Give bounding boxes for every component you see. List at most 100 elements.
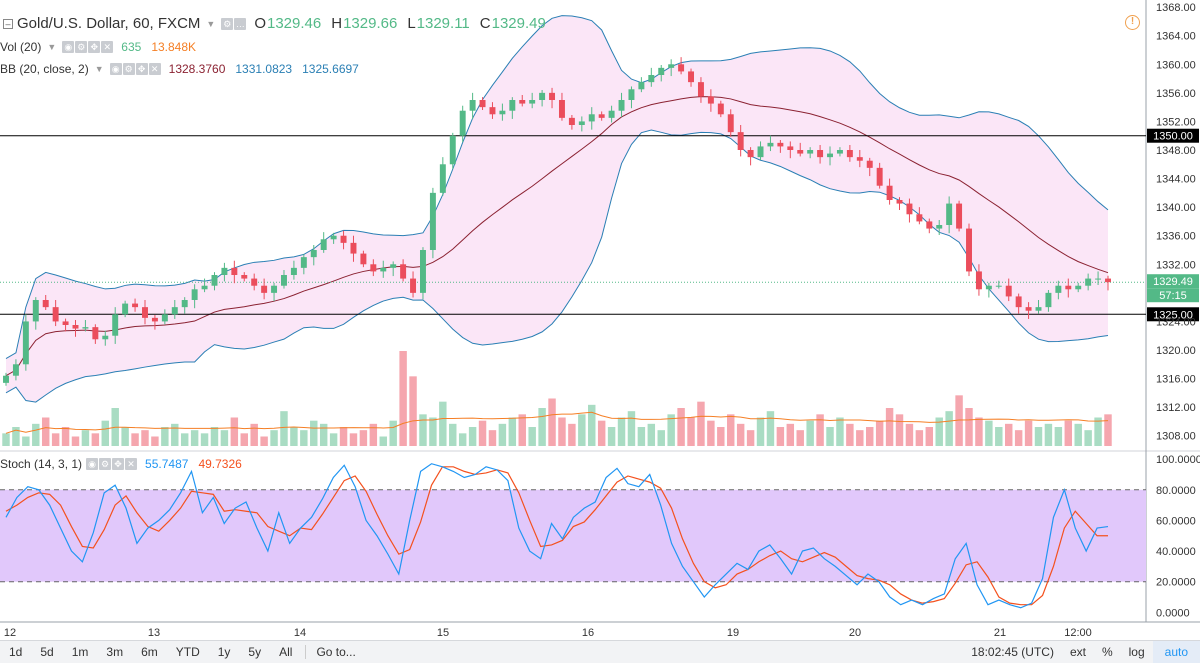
volume-bar xyxy=(409,376,417,446)
candle xyxy=(221,262,228,282)
candle xyxy=(271,282,278,302)
move-icon[interactable]: ✥ xyxy=(112,458,125,470)
candle-body xyxy=(628,89,635,100)
candle xyxy=(499,103,506,121)
candle-body xyxy=(499,110,506,115)
volume-legend: Vol (20) ▼ ◉ ⚙ ✥ ✕ 635 13.848K xyxy=(0,40,206,54)
candle-body xyxy=(1025,307,1032,311)
candle-body xyxy=(211,275,218,286)
symbol-title[interactable]: Gold/U.S. Dollar, 60, FXCM xyxy=(17,15,201,32)
bb-buttons: ◉ ⚙ ✥ ✕ xyxy=(109,63,161,75)
candle xyxy=(410,271,417,298)
move-icon[interactable]: ✥ xyxy=(88,41,101,53)
candle-body xyxy=(459,110,466,136)
remove-icon[interactable]: ✕ xyxy=(101,41,114,53)
settings-icon[interactable]: ⚙ xyxy=(99,458,112,470)
more-icon[interactable]: … xyxy=(234,17,247,30)
candle xyxy=(92,324,99,344)
price-chart[interactable]: 1350.001325.001308.001312.001316.001320.… xyxy=(0,0,1200,640)
range-ytd[interactable]: YTD xyxy=(175,645,200,659)
chevron-down-icon[interactable]: ▼ xyxy=(94,64,104,74)
stoch-tick-label: 100.0000 xyxy=(1156,454,1200,466)
candle xyxy=(866,157,873,177)
range-1d[interactable]: 1d xyxy=(9,645,23,659)
volume-bar xyxy=(379,436,387,446)
range-5y[interactable]: 5y xyxy=(248,645,262,659)
candle xyxy=(578,116,585,132)
volume-bar xyxy=(349,433,358,446)
remove-icon[interactable]: ✕ xyxy=(148,63,161,75)
stoch-d-line xyxy=(5,466,1108,606)
alert-icon[interactable]: ! xyxy=(1125,15,1140,30)
auto-toggle[interactable]: auto xyxy=(1152,641,1200,663)
move-icon[interactable]: ✥ xyxy=(135,63,148,75)
chevron-down-icon[interactable]: ▼ xyxy=(47,42,57,52)
volume-bar xyxy=(190,430,199,446)
goto-button[interactable]: Go to... xyxy=(305,645,365,659)
candle xyxy=(618,92,625,118)
range-5d[interactable]: 5d xyxy=(40,645,54,659)
candle-body xyxy=(330,235,337,240)
range-6m[interactable]: 6m xyxy=(141,645,158,659)
price-tick-label: 1336.00 xyxy=(1156,231,1196,243)
eye-icon[interactable]: ◉ xyxy=(109,63,122,75)
volume-bar xyxy=(270,430,278,446)
range-1m[interactable]: 1m xyxy=(71,645,89,659)
price-tick-label: 1348.00 xyxy=(1156,145,1196,157)
eye-icon[interactable]: ◉ xyxy=(86,458,99,470)
candle-body xyxy=(310,250,317,258)
candle xyxy=(1035,300,1042,314)
log-toggle[interactable]: log xyxy=(1128,645,1145,659)
candle-body xyxy=(429,192,436,250)
range-1y[interactable]: 1y xyxy=(217,645,231,659)
candle xyxy=(737,125,744,157)
candle-body xyxy=(975,271,982,290)
volume-bar xyxy=(419,414,427,446)
candle-body xyxy=(995,285,1002,287)
volume-bar xyxy=(230,417,239,446)
candle-body xyxy=(946,203,953,225)
candle xyxy=(320,232,327,253)
ext-toggle[interactable]: ext xyxy=(1069,645,1086,659)
settings-icon[interactable]: ⚙ xyxy=(221,17,234,30)
volume-bar xyxy=(796,430,804,446)
remove-icon[interactable]: ✕ xyxy=(125,458,138,470)
candle xyxy=(380,260,387,278)
volume-bar xyxy=(1044,423,1053,446)
candle xyxy=(142,300,148,325)
candle xyxy=(489,102,496,119)
candle xyxy=(191,284,198,309)
settings-icon[interactable]: ⚙ xyxy=(122,63,135,75)
price-tick-label: 1324.00 xyxy=(1156,316,1196,328)
candle-body xyxy=(678,64,685,72)
time-tick-label: 16 xyxy=(582,627,594,639)
candle-body xyxy=(271,285,278,293)
candle-body xyxy=(1085,278,1092,286)
volume-bar xyxy=(1064,420,1073,446)
collapse-legend-icon[interactable]: – xyxy=(3,18,13,29)
stoch-k-line xyxy=(5,463,1109,609)
eye-icon[interactable]: ◉ xyxy=(62,41,75,53)
candle-body xyxy=(549,92,556,100)
candle xyxy=(300,254,307,275)
range-3m[interactable]: 3m xyxy=(106,645,124,659)
candle-body xyxy=(52,307,59,322)
volume-bar xyxy=(856,430,864,446)
volume-bar xyxy=(717,427,725,446)
time-tick-label: 15 xyxy=(437,627,449,639)
candle xyxy=(419,247,426,300)
candle-body xyxy=(688,71,695,83)
volume-bar xyxy=(975,417,983,446)
volume-indicator-name[interactable]: Vol (20) xyxy=(0,40,42,54)
percent-toggle[interactable]: % xyxy=(1101,645,1113,659)
range-all[interactable]: All xyxy=(279,645,293,659)
candle xyxy=(757,141,764,160)
candle-body xyxy=(370,264,377,272)
stoch-indicator-name[interactable]: Stoch (14, 3, 1) xyxy=(0,457,83,471)
last-price-badge xyxy=(1147,274,1199,289)
candle xyxy=(608,105,615,123)
settings-icon[interactable]: ⚙ xyxy=(75,41,88,53)
bb-indicator-name[interactable]: BB (20, close, 2) xyxy=(0,62,89,76)
candle-body xyxy=(966,228,972,272)
chevron-down-icon[interactable]: ▼ xyxy=(206,18,216,29)
